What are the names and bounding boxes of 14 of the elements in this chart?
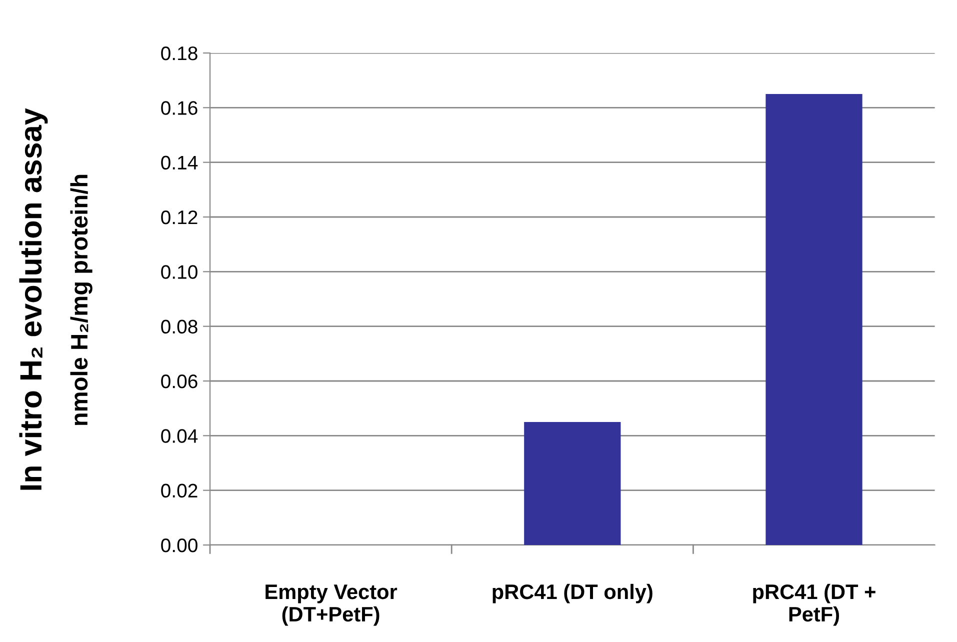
y-tick-label: 0.02 <box>161 484 198 498</box>
x-tick-label: Empty Vector (DT+PetF) <box>266 584 398 626</box>
y-tick-label: 0.10 <box>161 265 198 279</box>
x-tick-label: pRC41 (DT + PetF) <box>753 584 876 626</box>
y-tick-label: 0.08 <box>161 320 198 334</box>
y-tick-label: 0.16 <box>161 101 198 115</box>
x-tick-label: pRC41 (DT only) <box>492 584 652 604</box>
y-axis-title: In vitro H₂ evolution assay nmole H₂/mg protein/h <box>19 108 92 490</box>
y-tick-label: 0.18 <box>161 46 198 60</box>
y-tick-label: 0.12 <box>161 210 198 224</box>
y-tick-label: 0.14 <box>161 156 198 170</box>
y-tick-label: 0.06 <box>161 374 198 388</box>
y-tick-label: 0.00 <box>161 538 198 552</box>
y-tick-label: 0.04 <box>161 429 198 443</box>
